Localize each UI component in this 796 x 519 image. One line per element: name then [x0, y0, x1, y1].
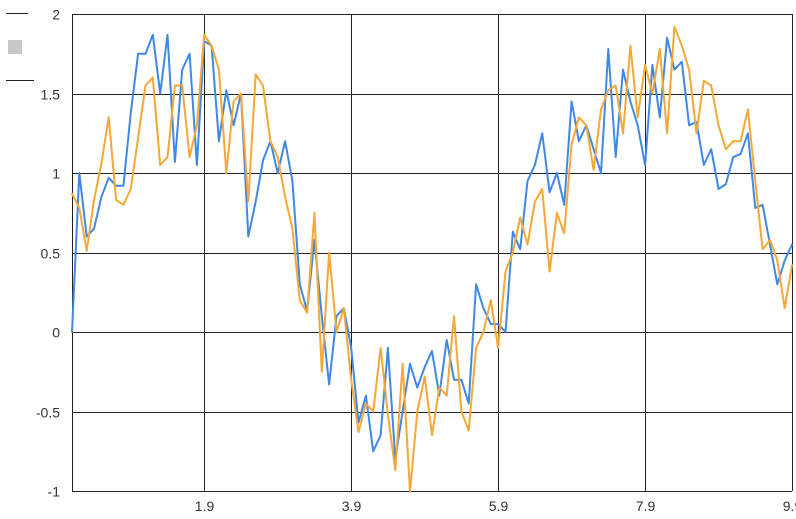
- y-tick-label: -0.5: [36, 405, 60, 421]
- series-line-2: [71, 25, 793, 492]
- series-line-1: [71, 33, 793, 461]
- x-tick-label: 7.9: [636, 498, 656, 514]
- x-tick-label: 1.9: [195, 498, 215, 514]
- series-layer: [71, 25, 793, 492]
- x-tick-label: 9.9: [783, 498, 796, 514]
- legend-line-top: [6, 13, 28, 14]
- x-tick-label: 3.9: [342, 498, 362, 514]
- x-axis-labels: 1.9 3.9 5.9 7.9 9.9: [195, 498, 796, 514]
- legend-swatch[interactable]: [8, 40, 22, 54]
- y-tick-label: 0.5: [41, 246, 61, 262]
- legend-toolbar: [0, 8, 40, 88]
- y-tick-label: 1: [52, 166, 60, 182]
- x-tick-label: 5.9: [489, 498, 509, 514]
- y-tick-label: 0: [52, 325, 60, 341]
- y-tick-label: 1.5: [41, 87, 61, 103]
- chart-grid: [72, 14, 793, 492]
- y-axis-labels: 2 1.5 1 0.5 0 -0.5 -1: [36, 7, 60, 500]
- y-tick-label: -1: [48, 484, 61, 500]
- legend-line-bottom: [6, 80, 34, 81]
- y-tick-label: 2: [52, 7, 60, 23]
